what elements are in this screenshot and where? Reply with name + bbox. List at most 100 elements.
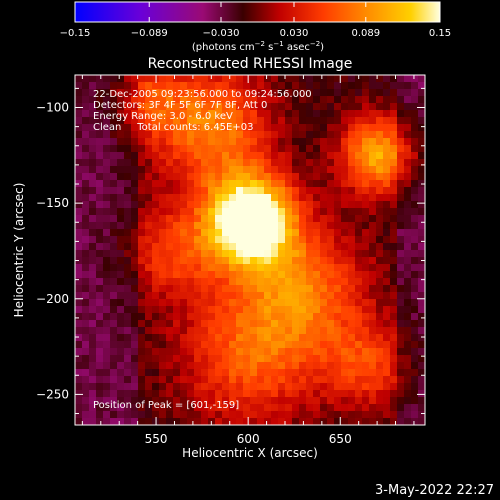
heatmap-cell xyxy=(250,124,258,132)
heatmap-cell xyxy=(236,208,244,216)
heatmap-cell xyxy=(264,376,272,384)
heatmap-cell xyxy=(173,138,181,146)
heatmap-cell xyxy=(397,327,405,335)
heatmap-cell xyxy=(285,124,293,132)
heatmap-cell xyxy=(110,82,118,90)
heatmap-cell xyxy=(229,187,237,195)
heatmap-cell xyxy=(313,208,321,216)
heatmap-cell xyxy=(75,411,83,419)
heatmap-cell xyxy=(348,362,356,370)
heatmap-cell xyxy=(180,194,188,202)
heatmap-cell xyxy=(222,173,230,181)
heatmap-cell xyxy=(187,369,195,377)
heatmap-cell xyxy=(103,145,111,153)
heatmap-cell xyxy=(418,215,425,223)
heatmap-cell xyxy=(222,166,230,174)
heatmap-cell xyxy=(327,369,335,377)
heatmap-cell xyxy=(278,313,286,321)
heatmap-cell xyxy=(131,355,139,363)
heatmap-cell xyxy=(89,292,97,300)
heatmap-cell xyxy=(152,404,160,412)
heatmap-cell xyxy=(243,152,251,160)
heatmap-cell xyxy=(89,215,97,223)
heatmap-cell xyxy=(145,75,153,83)
heatmap-cell xyxy=(131,390,139,398)
heatmap-cell xyxy=(278,341,286,349)
heatmap-cell xyxy=(110,75,118,83)
heatmap-cell xyxy=(341,292,349,300)
heatmap-cell xyxy=(110,285,118,293)
heatmap-cell xyxy=(327,173,335,181)
heatmap-cell xyxy=(355,82,363,90)
heatmap-cell xyxy=(341,390,349,398)
heatmap-cell xyxy=(236,215,244,223)
heatmap-cell xyxy=(236,341,244,349)
heatmap-cell xyxy=(110,187,118,195)
heatmap-cell xyxy=(194,208,202,216)
heatmap-cell xyxy=(96,222,104,230)
heatmap-cell xyxy=(320,418,328,425)
heatmap-cell xyxy=(187,145,195,153)
heatmap-cell xyxy=(362,411,370,419)
heatmap-cell xyxy=(236,278,244,286)
heatmap-cell xyxy=(166,124,174,132)
heatmap-cell xyxy=(138,215,146,223)
heatmap-cell xyxy=(418,194,425,202)
heatmap-cell xyxy=(383,418,391,425)
heatmap-cell xyxy=(243,250,251,258)
heatmap-cell xyxy=(194,152,202,160)
heatmap-cell xyxy=(257,215,265,223)
heatmap-cell xyxy=(306,243,314,251)
heatmap-cell xyxy=(138,103,146,111)
heatmap-cell xyxy=(166,152,174,160)
heatmap-cell xyxy=(124,418,132,425)
heatmap-cell xyxy=(264,257,272,265)
heatmap-cell xyxy=(355,103,363,111)
heatmap-cell xyxy=(264,320,272,328)
heatmap-cell xyxy=(194,299,202,307)
heatmap-cell xyxy=(243,82,251,90)
heatmap-cell xyxy=(411,271,419,279)
heatmap-cell xyxy=(411,292,419,300)
heatmap-cell xyxy=(110,292,118,300)
heatmap-cell xyxy=(257,369,265,377)
heatmap-cell xyxy=(341,355,349,363)
heatmap-cell xyxy=(355,369,363,377)
heatmap-cell xyxy=(124,250,132,258)
heatmap-cell xyxy=(124,194,132,202)
heatmap-cell xyxy=(313,278,321,286)
heatmap-cell xyxy=(159,292,167,300)
heatmap-cell xyxy=(292,355,300,363)
heatmap-cell xyxy=(320,89,328,97)
heatmap-cell xyxy=(89,383,97,391)
heatmap-cell xyxy=(390,138,398,146)
heatmap-cell xyxy=(383,264,391,272)
heatmap-cell xyxy=(180,138,188,146)
heatmap-cell xyxy=(222,257,230,265)
heatmap-cell xyxy=(96,292,104,300)
heatmap-cell xyxy=(236,152,244,160)
heatmap-cell xyxy=(355,355,363,363)
heatmap-cell xyxy=(362,306,370,314)
heatmap-cell xyxy=(201,222,209,230)
heatmap-cell xyxy=(264,264,272,272)
heatmap-cell xyxy=(320,397,328,405)
heatmap-cell xyxy=(103,124,111,132)
heatmap-cell xyxy=(271,103,279,111)
heatmap-cell xyxy=(117,418,125,425)
heatmap-cell xyxy=(243,376,251,384)
heatmap-cell xyxy=(411,264,419,272)
heatmap-cell xyxy=(152,299,160,307)
heatmap-cell xyxy=(306,82,314,90)
heatmap-cell xyxy=(404,152,412,160)
heatmap-cell xyxy=(173,264,181,272)
heatmap-cell xyxy=(229,348,237,356)
heatmap-cell xyxy=(334,236,342,244)
heatmap-cell xyxy=(110,96,118,104)
heatmap-cell xyxy=(208,173,216,181)
heatmap-cell xyxy=(369,96,377,104)
heatmap-cell xyxy=(411,376,419,384)
heatmap-cell xyxy=(404,180,412,188)
heatmap-cell xyxy=(250,166,258,174)
heatmap-cell xyxy=(271,75,279,83)
